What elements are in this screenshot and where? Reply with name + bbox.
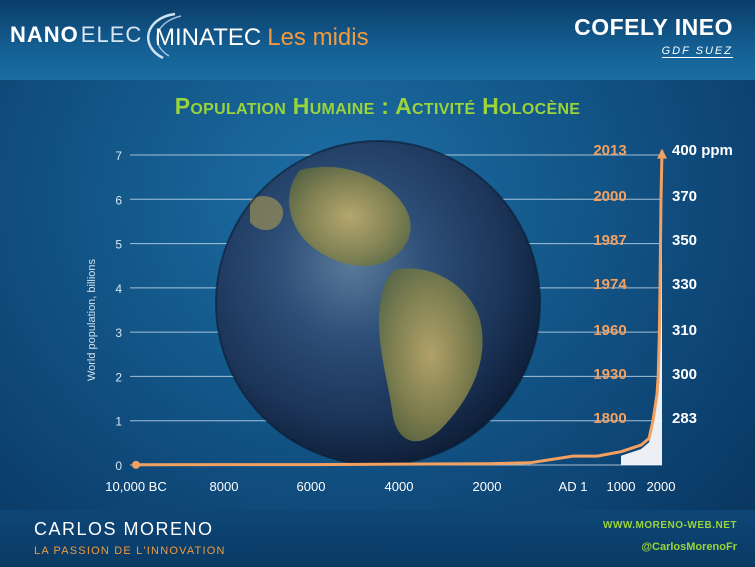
x-tick-label: 2000 [473, 479, 502, 494]
y-tick-label: 7 [115, 149, 122, 163]
x-tick-label: 10,000 BC [105, 479, 166, 494]
population-area [621, 154, 662, 465]
y-tick-label: 5 [115, 238, 122, 252]
les-midis-text: Les midis [267, 24, 369, 51]
x-tick-label: 6000 [297, 479, 326, 494]
co2-ppm-annotation: 400 ppm [672, 142, 733, 159]
footer-band [0, 510, 755, 567]
x-tick-label: 1000 [607, 479, 636, 494]
x-tick-label: 2000 [647, 479, 676, 494]
minatec-logo: MINATEC Les midis [155, 24, 369, 52]
cofely-text: COFELY INEO [574, 14, 733, 40]
slide-title: Population Humaine : Activité Holocène [174, 93, 581, 119]
co2-ppm-annotation: 310 [672, 322, 697, 339]
co2-ppm-annotation: 283 [672, 410, 697, 427]
series-arrow-head [657, 148, 668, 159]
co2-ppm-annotation: 350 [672, 232, 697, 249]
elec-text: ELEC [80, 22, 143, 47]
minatec-text: MINATEC [155, 24, 262, 51]
year-annotation: 1987 [593, 232, 626, 249]
earth-globe-image [215, 140, 541, 466]
year-annotation: 1974 [593, 276, 627, 293]
x-tick-label: AD 1 [559, 479, 588, 494]
y-tick-label: 0 [115, 459, 122, 473]
website-link[interactable]: WWW.MORENO-WEB.NET [603, 520, 737, 531]
year-annotation: 1800 [593, 410, 626, 427]
y-tick-label: 1 [115, 415, 122, 429]
minatec-swoosh-icon [146, 12, 182, 60]
year-annotation: 2013 [593, 142, 626, 159]
x-tick-label: 8000 [210, 479, 239, 494]
year-annotation: 1930 [593, 366, 626, 383]
co2-ppm-annotation: 370 [672, 188, 697, 205]
co2-ppm-annotation: 330 [672, 276, 697, 293]
y-tick-label: 2 [115, 370, 122, 384]
series-start-point [132, 460, 140, 469]
twitter-handle[interactable]: @CarlosMorenoFr [641, 541, 737, 553]
y-axis-label: World population, billions [86, 258, 98, 381]
header-band [0, 0, 755, 80]
y-tick-label: 3 [115, 326, 122, 340]
co2-ppm-annotation: 300 [672, 366, 697, 383]
y-tick-label: 6 [115, 193, 122, 207]
author-tagline: LA PASSION DE L'INNOVATION [34, 545, 226, 557]
year-annotation: 1960 [593, 322, 626, 339]
population-series-line [135, 150, 664, 467]
cofely-ineo-logo: COFELY INEO GDF SUEZ [574, 14, 733, 59]
nanoelec-logo: NANOELEC [10, 22, 142, 48]
gdf-suez-text: GDF SUEZ [661, 45, 733, 58]
year-annotation: 2000 [593, 188, 626, 205]
author-name: CARLOS MORENO [34, 519, 214, 539]
x-tick-label: 4000 [385, 479, 414, 494]
y-tick-label: 4 [115, 282, 122, 296]
nano-text: NANO [10, 22, 79, 47]
